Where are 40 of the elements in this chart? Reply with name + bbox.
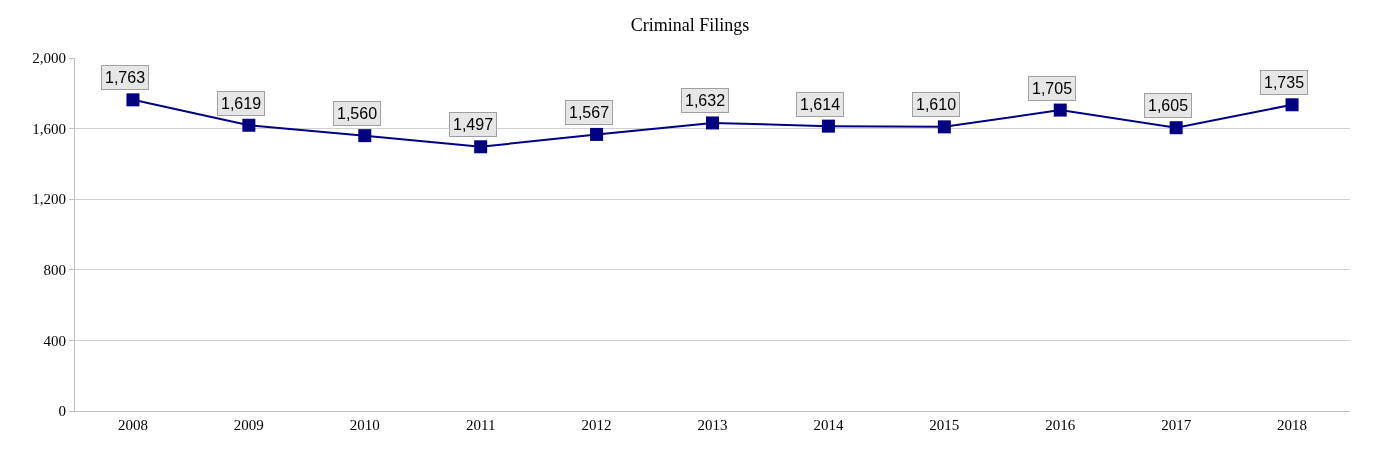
- x-tick-label: 2017: [1161, 417, 1192, 433]
- data-label: 1,497: [453, 116, 494, 133]
- data-label: 1,560: [337, 105, 378, 122]
- point: [821, 119, 835, 133]
- y-tick-label: 800: [43, 262, 66, 279]
- x-tick-label: 2010: [349, 417, 380, 433]
- data-label: 1,632: [685, 92, 726, 109]
- x-tick-label: 2015: [929, 417, 960, 433]
- data-label: 1,614: [800, 96, 841, 113]
- data-label: 1,735: [1264, 74, 1305, 91]
- point: [1285, 98, 1299, 112]
- x-tick-label: 2016: [1045, 417, 1076, 433]
- x-tick-label: 2009: [233, 417, 264, 433]
- point: [937, 120, 951, 134]
- chart-title: Criminal Filings: [630, 14, 750, 35]
- point: [1169, 121, 1183, 135]
- data-label: 1,567: [569, 104, 610, 121]
- y-tick-label: 400: [43, 332, 66, 349]
- x-tick-label: 2014: [813, 417, 844, 433]
- data-label: 1,763: [105, 69, 146, 86]
- data-label: 1,610: [916, 96, 957, 113]
- x-tick-label: 2013: [697, 417, 728, 433]
- data-label: 1,705: [1032, 80, 1073, 97]
- point: [706, 116, 719, 130]
- data-label: 1,605: [1148, 97, 1189, 114]
- point: [242, 118, 256, 132]
- point: [358, 129, 372, 143]
- x-tick-label: 2012: [581, 417, 612, 433]
- data-label: 1,619: [221, 95, 262, 112]
- y-tick-label: 1,200: [32, 191, 66, 208]
- y-tick-label: 2,000: [32, 50, 66, 67]
- y-tick-label: 1,600: [32, 120, 66, 137]
- x-tick-label: 2008: [117, 417, 148, 433]
- point: [126, 93, 140, 107]
- point: [590, 127, 604, 141]
- point: [1053, 103, 1067, 117]
- x-tick-label: 2018: [1277, 417, 1308, 433]
- x-tick-label: 2011: [465, 417, 496, 433]
- point: [474, 140, 488, 154]
- y-tick-label: 0: [58, 403, 66, 420]
